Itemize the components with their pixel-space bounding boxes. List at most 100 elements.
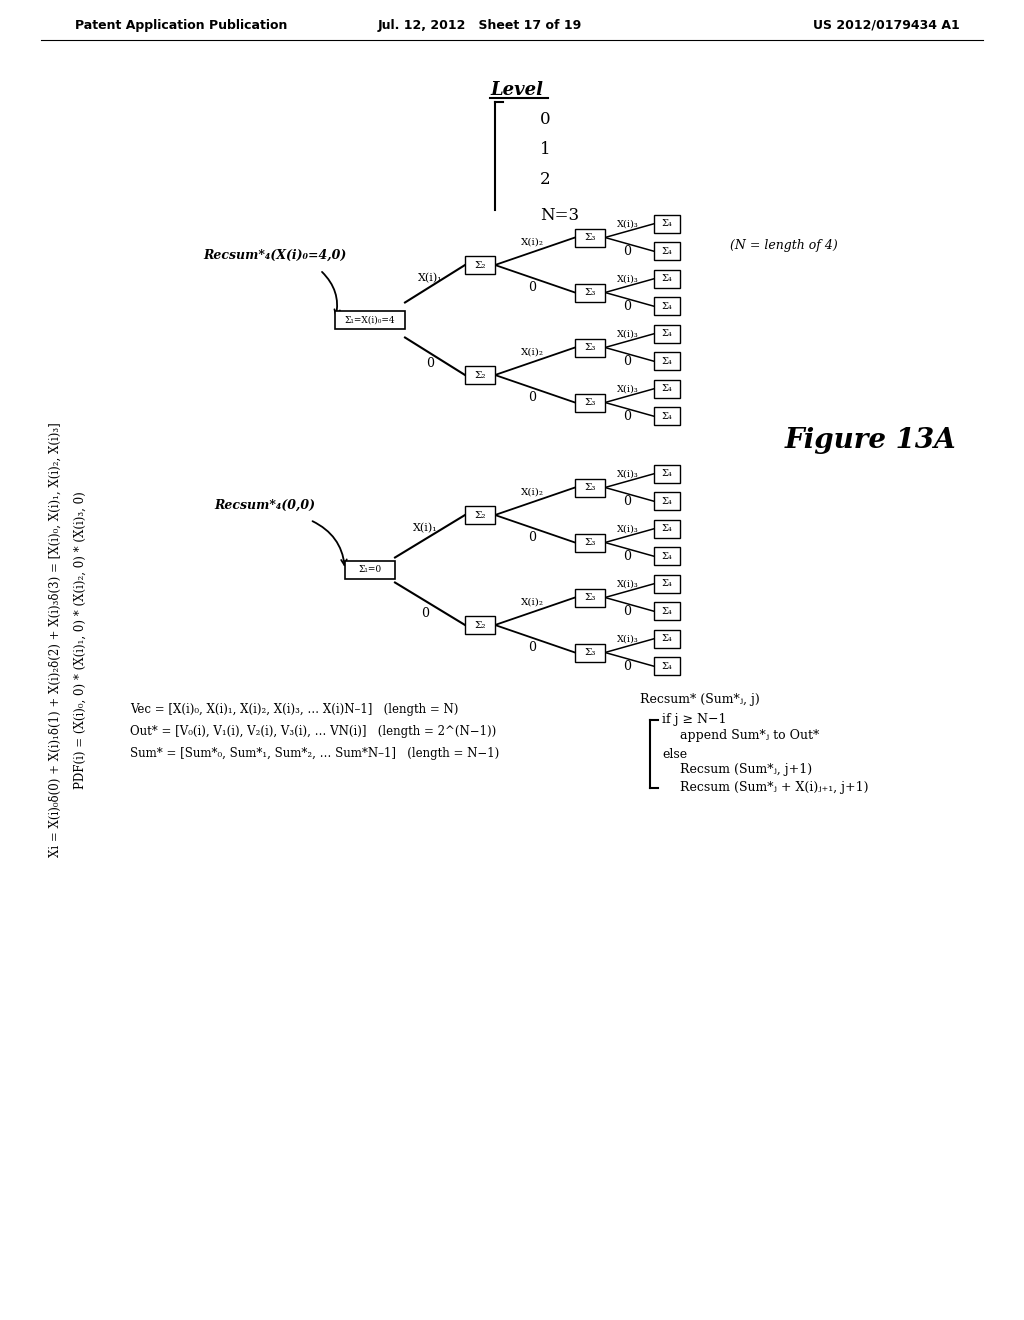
Text: X(i)₃: X(i)₃ [616, 275, 638, 282]
Text: 0: 0 [624, 411, 632, 422]
FancyBboxPatch shape [465, 366, 495, 384]
Text: Recsum (Sum*ⱼ + X(i)ⱼ₊₁, j+1): Recsum (Sum*ⱼ + X(i)ⱼ₊₁, j+1) [680, 781, 868, 795]
Text: Σ₂: Σ₂ [474, 371, 485, 380]
FancyBboxPatch shape [465, 506, 495, 524]
FancyBboxPatch shape [575, 533, 605, 552]
Text: append Sum*ⱼ to Out*: append Sum*ⱼ to Out* [680, 730, 819, 742]
Text: Σ₄: Σ₄ [662, 579, 673, 589]
Text: Σ₄: Σ₄ [662, 329, 673, 338]
FancyBboxPatch shape [575, 393, 605, 412]
FancyBboxPatch shape [654, 602, 680, 620]
Text: N=3: N=3 [540, 206, 580, 223]
FancyBboxPatch shape [654, 352, 680, 370]
Text: 0: 0 [624, 246, 632, 257]
Text: Σ₄: Σ₄ [662, 661, 673, 671]
FancyBboxPatch shape [654, 492, 680, 511]
Text: X(i)₂: X(i)₂ [520, 347, 544, 356]
Text: X(i)₃: X(i)₃ [616, 384, 638, 393]
Text: X(i)₂: X(i)₂ [520, 598, 544, 607]
Text: 0: 0 [528, 531, 536, 544]
Text: Σ₃: Σ₃ [585, 399, 596, 407]
FancyBboxPatch shape [575, 589, 605, 606]
Text: X(i)₃: X(i)₃ [616, 469, 638, 478]
Text: 2: 2 [540, 172, 551, 189]
FancyBboxPatch shape [654, 630, 680, 648]
Text: Σ₃: Σ₃ [585, 234, 596, 242]
Text: Σ₄: Σ₄ [662, 634, 673, 643]
Text: Out* = [V₀(i), V₁(i), V₂(i), V₃(i), … VN(i)]   (length = 2^(N−1)): Out* = [V₀(i), V₁(i), V₂(i), V₃(i), … VN… [130, 726, 497, 738]
Text: Σ₄: Σ₄ [662, 607, 673, 615]
Text: Σ₄: Σ₄ [662, 275, 673, 284]
FancyBboxPatch shape [654, 574, 680, 593]
Text: Σ₄: Σ₄ [662, 302, 673, 310]
Text: 0: 0 [528, 281, 536, 294]
Text: Level: Level [490, 81, 543, 99]
Text: X(i)₃: X(i)₃ [616, 634, 638, 643]
FancyBboxPatch shape [654, 325, 680, 343]
Text: Xi = X(i)₀δ(0) + X(i)₁δ(1) + X(i)₂δ(2) + X(i)₃δ(3) = [X(i)₀, X(i)₁, X(i)₂, X(i)₃: Xi = X(i)₀δ(0) + X(i)₁δ(1) + X(i)₂δ(2) +… [48, 422, 61, 858]
Text: Σ₄: Σ₄ [662, 524, 673, 533]
Text: Sum* = [Sum*₀, Sum*₁, Sum*₂, … Sum*N–1]   (length = N−1): Sum* = [Sum*₀, Sum*₁, Sum*₂, … Sum*N–1] … [130, 747, 500, 760]
Text: (N = length of 4): (N = length of 4) [730, 239, 838, 252]
Text: Recsum* (Sum*ⱼ, j): Recsum* (Sum*ⱼ, j) [640, 693, 760, 706]
Text: X(i)₂: X(i)₂ [520, 488, 544, 496]
Text: 0: 0 [540, 111, 551, 128]
Text: PDF(i) = (X(i)₀, 0) * (X(i)₁, 0) * (X(i)₂, 0) * (X(i)₃, 0): PDF(i) = (X(i)₀, 0) * (X(i)₁, 0) * (X(i)… [74, 491, 86, 789]
Text: X(i)₃: X(i)₃ [616, 524, 638, 533]
Text: if j ≥ N−1: if j ≥ N−1 [662, 714, 726, 726]
Text: Recsum*₄(X(i)₀=4,0): Recsum*₄(X(i)₀=4,0) [204, 248, 347, 261]
Text: Jul. 12, 2012   Sheet 17 of 19: Jul. 12, 2012 Sheet 17 of 19 [378, 18, 582, 32]
Text: Σ₂: Σ₂ [474, 511, 485, 520]
FancyBboxPatch shape [575, 338, 605, 356]
Text: 0: 0 [624, 495, 632, 508]
FancyBboxPatch shape [575, 644, 605, 661]
Text: 0: 0 [624, 605, 632, 618]
Text: 1: 1 [540, 141, 551, 158]
FancyBboxPatch shape [654, 465, 680, 483]
Text: Σ₁=X(i)₀=4: Σ₁=X(i)₀=4 [345, 315, 395, 325]
Text: Figure 13A: Figure 13A [784, 426, 955, 454]
Text: Σ₃: Σ₃ [585, 539, 596, 546]
Text: X(i)₁: X(i)₁ [418, 273, 442, 284]
Text: 0: 0 [624, 355, 632, 368]
Text: Σ₄: Σ₄ [662, 247, 673, 256]
Text: Σ₃: Σ₃ [585, 483, 596, 492]
Text: Σ₂: Σ₂ [474, 260, 485, 269]
FancyBboxPatch shape [465, 616, 495, 634]
FancyBboxPatch shape [335, 312, 406, 329]
FancyBboxPatch shape [654, 215, 680, 232]
Text: Σ₃: Σ₃ [585, 593, 596, 602]
Text: Σ₃: Σ₃ [585, 648, 596, 657]
Text: Σ₃: Σ₃ [585, 343, 596, 352]
FancyBboxPatch shape [654, 408, 680, 425]
Text: 0: 0 [528, 391, 536, 404]
FancyBboxPatch shape [654, 548, 680, 565]
Text: Recsum*₄(0,0): Recsum*₄(0,0) [214, 499, 315, 511]
Text: else: else [662, 747, 687, 760]
Text: Recsum (Sum*ⱼ, j+1): Recsum (Sum*ⱼ, j+1) [680, 763, 812, 776]
FancyBboxPatch shape [654, 297, 680, 315]
Text: Σ₄: Σ₄ [662, 496, 673, 506]
Text: Σ₁=0: Σ₁=0 [358, 565, 382, 574]
Text: X(i)₂: X(i)₂ [520, 238, 544, 247]
Text: 0: 0 [421, 607, 429, 620]
FancyBboxPatch shape [575, 479, 605, 496]
Text: 0: 0 [624, 300, 632, 313]
Text: Σ₄: Σ₄ [662, 412, 673, 421]
FancyBboxPatch shape [465, 256, 495, 275]
Text: Vec = [X(i)₀, X(i)₁, X(i)₂, X(i)₃, … X(i)N–1]   (length = N): Vec = [X(i)₀, X(i)₁, X(i)₂, X(i)₃, … X(i… [130, 704, 459, 717]
Text: Σ₄: Σ₄ [662, 552, 673, 561]
FancyBboxPatch shape [654, 269, 680, 288]
FancyBboxPatch shape [654, 243, 680, 260]
Text: 0: 0 [528, 642, 536, 655]
FancyBboxPatch shape [654, 380, 680, 397]
Text: Σ₃: Σ₃ [585, 288, 596, 297]
Text: Σ₄: Σ₄ [662, 219, 673, 228]
FancyBboxPatch shape [575, 228, 605, 247]
FancyBboxPatch shape [575, 284, 605, 301]
Text: 0: 0 [624, 660, 632, 673]
Text: X(i)₃: X(i)₃ [616, 579, 638, 589]
Text: X(i)₁: X(i)₁ [413, 523, 437, 533]
Text: Σ₂: Σ₂ [474, 620, 485, 630]
Text: US 2012/0179434 A1: US 2012/0179434 A1 [813, 18, 961, 32]
